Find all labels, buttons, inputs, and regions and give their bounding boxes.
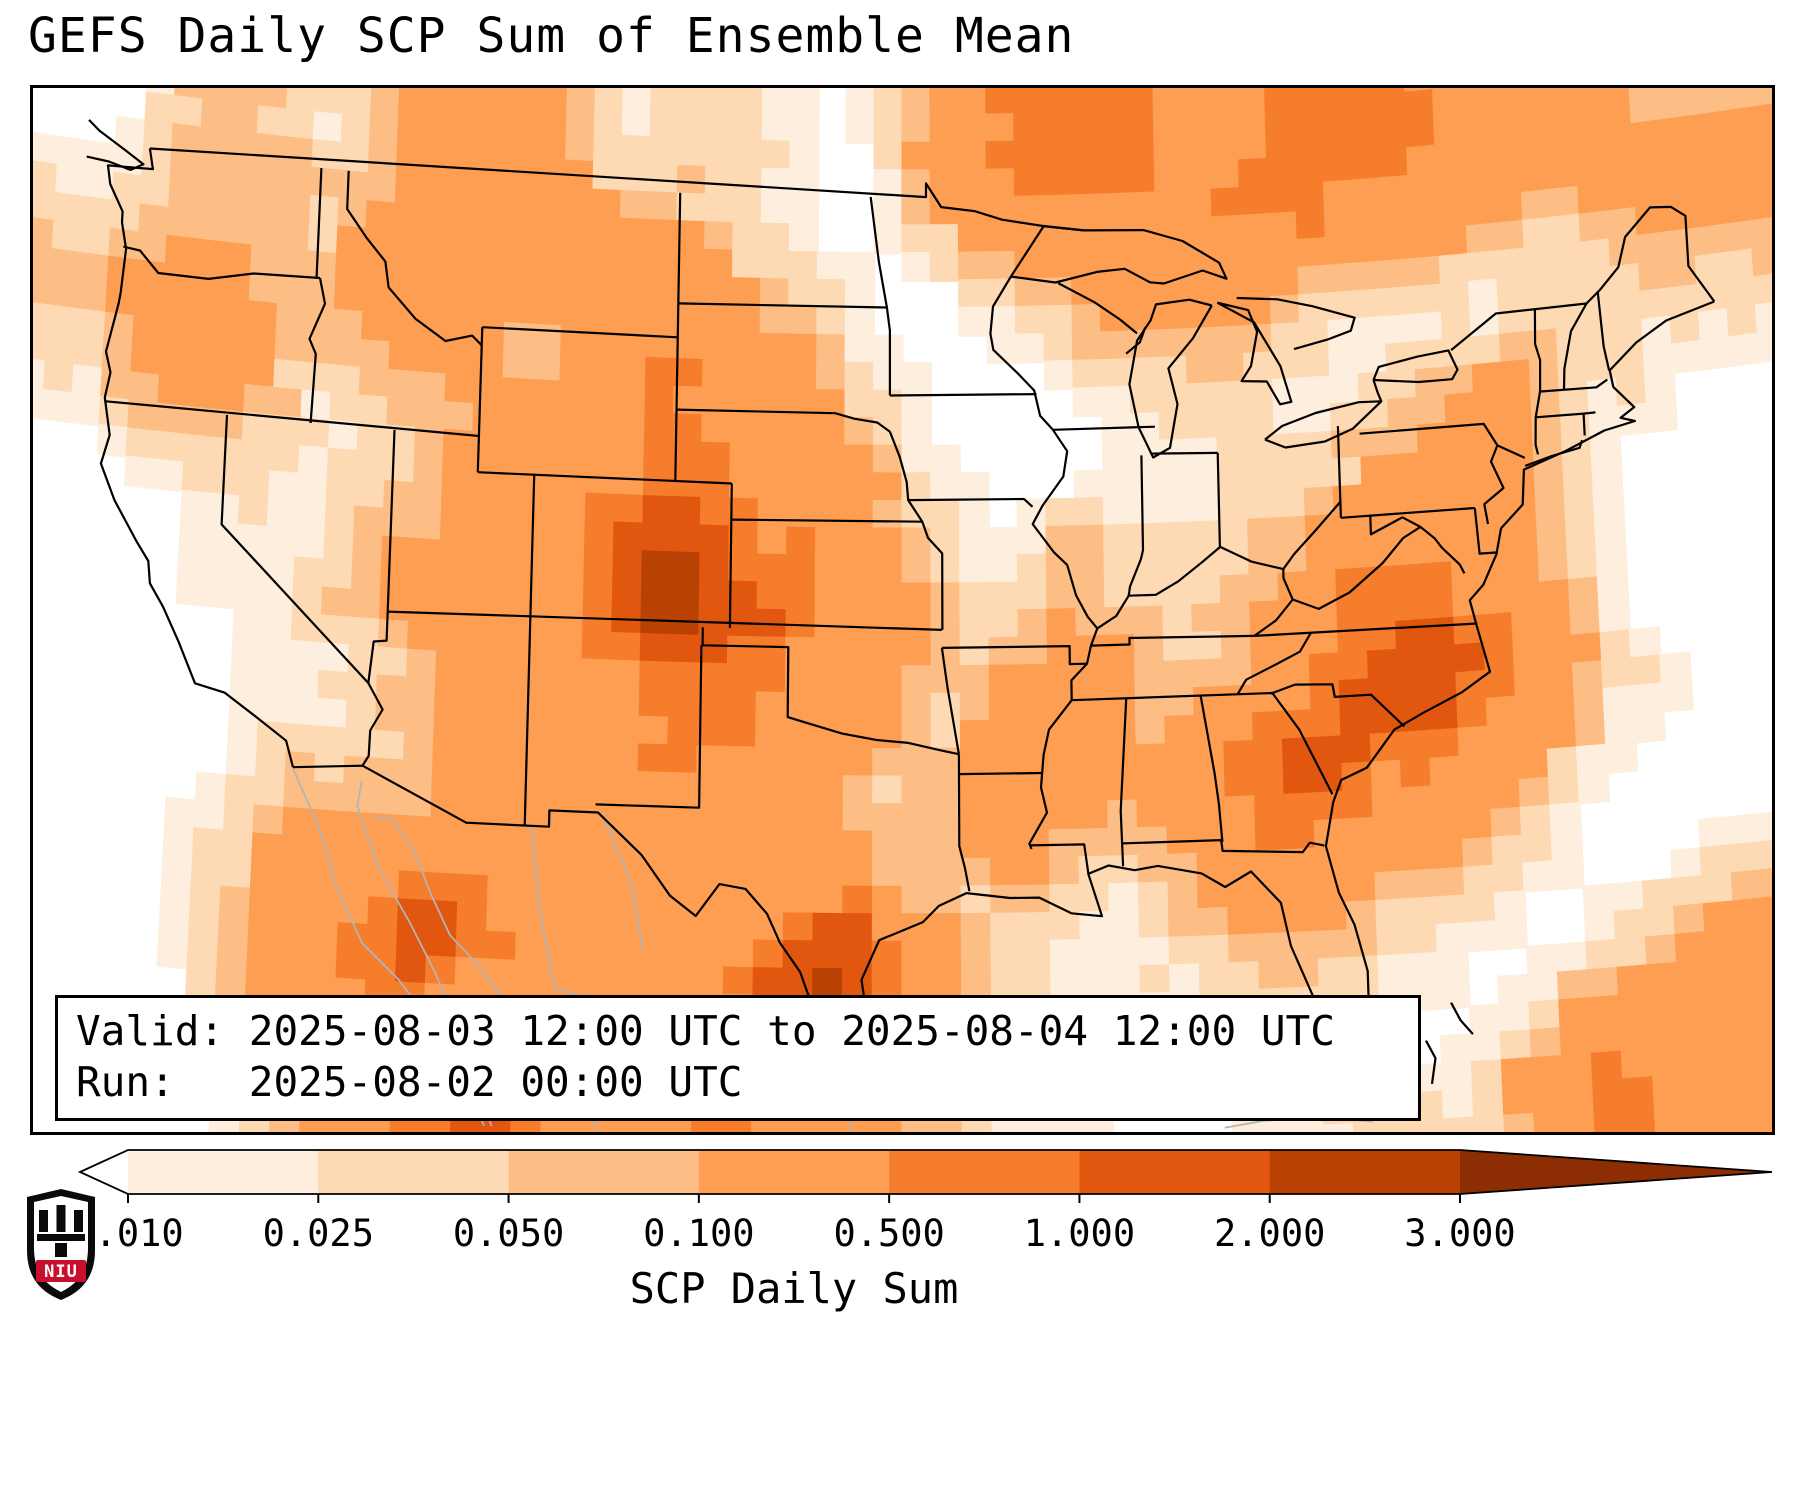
- niu-logo: NIU: [27, 1189, 95, 1300]
- scp-heatmap-layer: [30, 85, 1775, 1135]
- colorbar-tick-label: 0.500: [833, 1212, 945, 1255]
- colorbar-tick-label: 3.000: [1404, 1212, 1516, 1255]
- colorbar-tick-label: 0.050: [452, 1212, 565, 1255]
- colorbar-tick-label: 1.000: [1023, 1212, 1136, 1255]
- map-frame: [30, 85, 1775, 1135]
- logo-band: [36, 1260, 86, 1282]
- colorbar-content: [77, 1149, 1773, 1203]
- colorbar-axis-label: SCP Daily Sum: [629, 1264, 959, 1313]
- valid-run-box: Valid: 2025-08-03 12:00 UTC to 2025-08-0…: [55, 995, 1421, 1121]
- castle-icon: [37, 1205, 85, 1257]
- colorbar-tick-label: 2.000: [1214, 1212, 1326, 1255]
- logo-text: NIU: [44, 1262, 78, 1282]
- us-coastline-state-borders: [86, 119, 1716, 1085]
- run-text: Run: 2025-08-02 00:00 UTC: [76, 1058, 743, 1106]
- map-area: [30, 85, 1775, 1135]
- figure-title: GEFS Daily SCP Sum of Ensemble Mean: [28, 8, 1075, 64]
- scp-forecast-map: [30, 85, 1775, 1135]
- valid-text: Valid: 2025-08-03 12:00 UTC to 2025-08-0…: [76, 1007, 1335, 1055]
- colorbar-tick-label: 0.025: [262, 1212, 374, 1255]
- colorbar: [77, 1149, 1773, 1203]
- colorbar-tick-label: 0.100: [643, 1212, 755, 1255]
